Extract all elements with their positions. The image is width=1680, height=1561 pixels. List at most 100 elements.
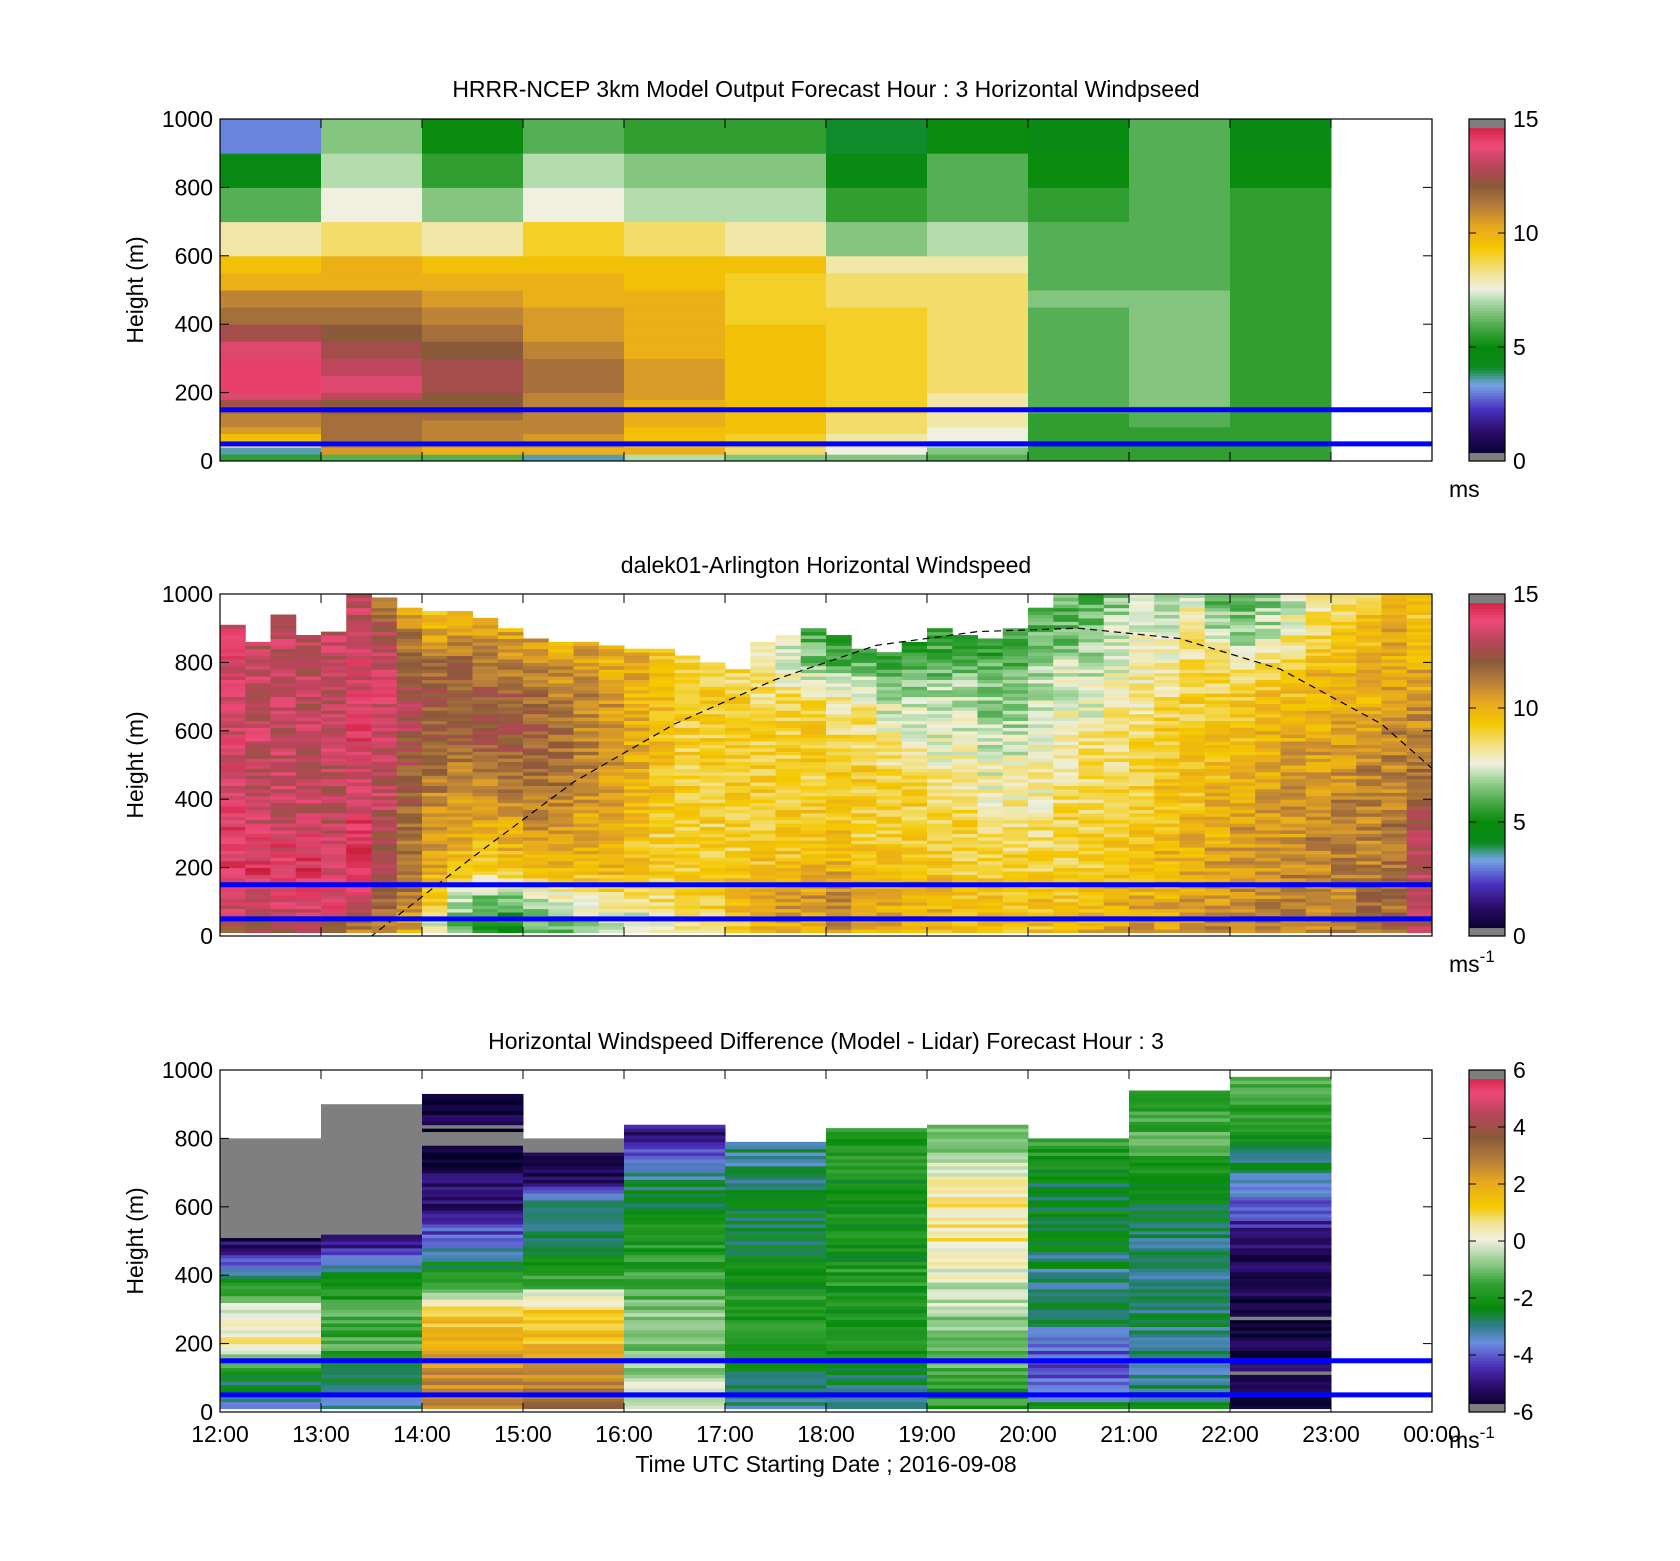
heatmap-cell [674, 700, 701, 704]
colorbar-swatch [1469, 421, 1505, 425]
heatmap-cell [1406, 853, 1432, 858]
heatmap-cell [927, 812, 953, 817]
heatmap-cell [1028, 624, 1054, 629]
heatmap-cell [826, 741, 852, 745]
heatmap-cell [800, 754, 827, 759]
heatmap-cell [1305, 912, 1332, 916]
heatmap-cell [472, 617, 499, 622]
heatmap-cell [674, 929, 701, 934]
heatmap-cell [1129, 341, 1231, 359]
heatmap-cell [1381, 894, 1408, 899]
heatmap-cell [523, 153, 625, 188]
heatmap-cell [775, 676, 802, 680]
heatmap-cell [573, 676, 600, 680]
heatmap-cell [422, 419, 524, 428]
heatmap-cell [1305, 768, 1332, 773]
heatmap-cell [1356, 747, 1382, 752]
heatmap-cell [1406, 782, 1432, 787]
heatmap-cell [1053, 894, 1079, 899]
heatmap-cell [1129, 857, 1155, 862]
heatmap-cell [775, 871, 802, 875]
heatmap-cell [1406, 912, 1432, 916]
colorbar-swatch [1469, 167, 1505, 171]
heatmap-cell [346, 775, 372, 780]
heatmap-cell [927, 641, 953, 646]
heatmap-cell [422, 874, 448, 879]
heatmap-cell [750, 925, 776, 930]
heatmap-cell [1255, 730, 1281, 735]
heatmap-cell [422, 645, 448, 650]
heatmap-cell [321, 812, 347, 817]
heatmap-cell [725, 922, 751, 927]
heatmap-cell [396, 833, 423, 838]
heatmap-cell [295, 864, 322, 869]
heatmap-cell [1255, 741, 1281, 745]
heatmap-cell [573, 877, 600, 882]
heatmap-cell [1028, 611, 1054, 616]
heatmap-cell [1053, 768, 1079, 773]
heatmap-cell [396, 706, 423, 711]
colorbar-swatch [1469, 625, 1505, 629]
heatmap-cell [876, 901, 903, 906]
heatmap-cell [800, 860, 827, 865]
heatmap-cell [447, 840, 473, 845]
heatmap-cell [321, 785, 347, 790]
colorbar-swatch [1469, 802, 1505, 806]
x-axis [219, 119, 1433, 461]
heatmap-cell [1331, 713, 1357, 718]
heatmap-cell [775, 645, 802, 650]
heatmap-cell [775, 843, 802, 848]
heatmap-cell [270, 812, 297, 817]
heatmap-cell [245, 829, 271, 834]
heatmap-cell [1381, 662, 1408, 667]
heatmap-cell [649, 792, 675, 797]
heatmap-cell [851, 652, 877, 657]
heatmap-cell [977, 785, 1004, 790]
heatmap-cell [1406, 747, 1432, 752]
heatmap-cell [750, 843, 776, 848]
heatmap-cell [699, 676, 726, 680]
heatmap-cell [497, 737, 524, 742]
heatmap-cell [1356, 652, 1382, 657]
heatmap-cell [1103, 877, 1130, 882]
heatmap-cell [1129, 710, 1155, 715]
heatmap-cell [371, 795, 398, 800]
heatmap-cell [270, 676, 297, 680]
heatmap-cell [1078, 891, 1105, 896]
heatmap-cell [1103, 765, 1130, 769]
heatmap-cell [1255, 737, 1281, 742]
heatmap-cell [1028, 324, 1130, 342]
heatmap-cell [1103, 689, 1130, 694]
heatmap-cell [371, 689, 398, 694]
heatmap-cell [497, 693, 524, 698]
heatmap-cell [270, 898, 297, 903]
heatmap-cell [396, 621, 423, 626]
heatmap-cell [977, 853, 1004, 858]
heatmap-cell [1129, 826, 1155, 831]
heatmap-cell [295, 669, 322, 674]
heatmap-cell [1053, 624, 1079, 629]
heatmap-cell [1028, 662, 1054, 667]
heatmap-cell [1204, 706, 1231, 711]
heatmap-cell [800, 741, 827, 745]
heatmap-cell [523, 819, 549, 824]
heatmap-cell [1078, 843, 1105, 848]
heatmap-cell [1305, 929, 1332, 934]
heatmap-cell [1280, 925, 1307, 930]
heatmap-cell [270, 857, 297, 862]
heatmap-cell [497, 850, 524, 855]
heatmap-cell [1356, 922, 1382, 927]
heatmap-cell [699, 908, 726, 913]
heatmap-cell [927, 826, 953, 831]
heatmap-cell [220, 761, 246, 766]
heatmap-cell [826, 853, 852, 858]
heatmap-cell [901, 847, 928, 851]
heatmap-cell [245, 847, 271, 851]
heatmap-cell [1381, 686, 1408, 691]
heatmap-cell [220, 689, 246, 694]
heatmap-cell [396, 723, 423, 728]
heatmap-cell [851, 703, 877, 708]
heatmap-cell [750, 778, 776, 783]
heatmap-cell [295, 843, 322, 848]
heatmap-cell [1356, 836, 1382, 841]
